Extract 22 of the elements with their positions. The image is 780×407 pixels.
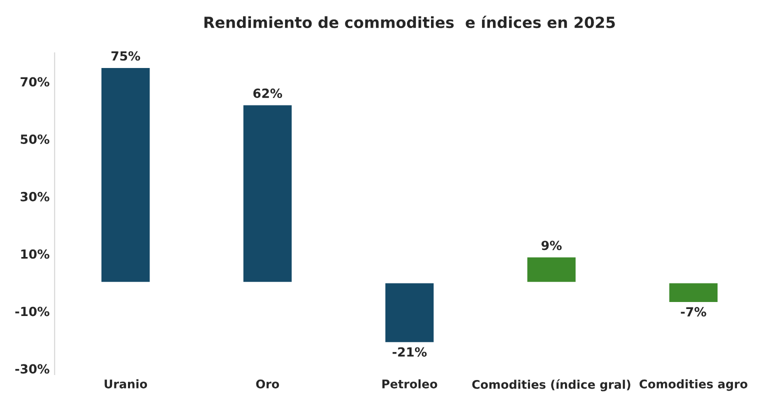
y-tick-label: 30% (20, 192, 50, 202)
y-tick-label: -30% (15, 364, 50, 374)
y-tick-label: 10% (21, 249, 50, 259)
bar (100, 66, 152, 284)
y-tick-label: 70% (20, 77, 50, 87)
x-tick-label: Uranio (104, 379, 148, 388)
data-label: 62% (253, 88, 282, 98)
bar (242, 104, 294, 284)
data-label: 9% (541, 240, 562, 250)
x-tick-label: Comodities agro (640, 379, 748, 391)
x-tick-label: Oro (256, 380, 280, 388)
y-tick-label: 50% (20, 134, 50, 144)
chart-title: Rendimiento de commodities e índices en 2025 (204, 16, 615, 28)
bar (384, 282, 436, 344)
data-label: 75% (111, 51, 140, 61)
x-tick-label: Petroleo (382, 379, 438, 388)
x-tick-label: Comodities (índice gral) (472, 379, 630, 392)
bar (668, 282, 719, 304)
y-tick-label: -10% (15, 306, 50, 316)
data-label: -21% (392, 347, 427, 357)
bar (526, 256, 577, 284)
data-label: -7% (680, 307, 706, 317)
